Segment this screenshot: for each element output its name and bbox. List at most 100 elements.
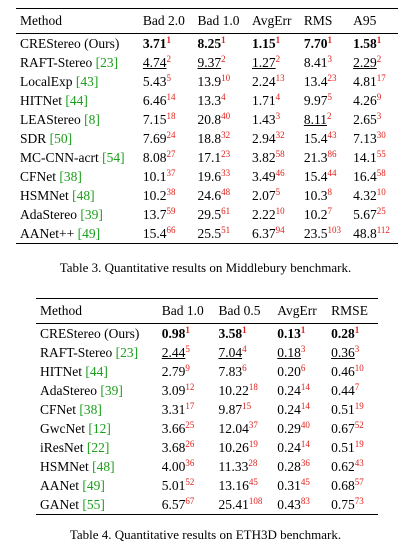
method-name: AANet [40,477,79,493]
rank: 12 [185,381,195,392]
value: 9.37 [197,54,222,70]
value: 25.5 [197,225,222,241]
value: 15.4 [303,168,328,184]
rank: 18 [248,381,258,392]
rank: 30 [376,129,386,140]
value-cell: 0.7573 [327,495,378,515]
value-cell: 2.2413 [248,72,300,91]
value-cell: 16.458 [349,167,398,186]
rank: 19 [354,400,364,411]
value: 0.62 [331,458,355,474]
method-cell: RAFT-Stereo [23] [36,343,158,362]
value-cell: 2.799 [158,362,215,381]
method-name: RAFT-Stereo [20,54,93,70]
table-row: AdaStereo [39] 13.759 29.561 2.2210 10.27 5.6… [16,205,398,224]
value: 0.28 [277,458,301,474]
value-cell: 1.272 [248,53,300,72]
rank: 48 [221,186,231,197]
value-cell: 8.0827 [139,148,194,167]
value: 29.5 [197,206,222,222]
value-cell: 2.292 [349,53,398,72]
value-cell: 15.443 [300,129,349,148]
value-cell: 4.0036 [158,457,215,476]
value-cell: 1.433 [248,110,300,129]
value-cell: 10.137 [139,167,194,186]
value: 4.26 [353,92,377,108]
rank: 2 [275,53,281,64]
rank: 25 [185,419,195,430]
rank: 5 [185,343,190,354]
rank: 36 [185,457,195,468]
method-cell: HITNet [44] [36,362,158,381]
rank: 3 [354,343,360,354]
value: 0.18 [277,344,301,360]
rank: 7 [327,205,332,216]
value: 3.71 [142,35,167,51]
value-cell: 3.6826 [158,438,215,457]
table-row: CFNet [38] 10.137 19.633 3.4946 15.444 16.458 [16,167,398,186]
table-head: Method Bad 2.0 Bad 1.0 AvgErr RMS A95 [16,9,398,34]
value: 0.68 [331,477,355,493]
caption: Table 4. Quantitative results on ETH3D b… [69,527,342,542]
value: 0.20 [277,363,301,379]
column-header: AvgErr [252,13,292,28]
rank: 1 [376,34,382,45]
value-cell: 8.112 [300,110,349,129]
rank: 43 [327,129,337,140]
value: 3.58 [218,325,243,341]
column-header: Bad 2.0 [142,13,185,28]
value: 1.71 [252,92,276,108]
value-cell: 0.981 [158,324,215,344]
rank: 13 [275,72,285,83]
column-header: AvgErr [277,303,317,318]
rank: 14 [300,438,310,449]
value-cell: 0.363 [327,343,378,362]
rank: 61 [221,205,231,216]
rank: 23 [221,148,231,159]
value-cell: 7.1330 [349,129,398,148]
value-cell: 0.2940 [273,419,327,438]
citation: [49] [77,225,101,241]
table-row: HSMNet [48] 4.0036 11.3328 0.2836 0.6243 [36,457,378,476]
value-cell: 0.2414 [273,400,327,419]
value: 15.4 [142,225,167,241]
table-row: iResNet [22] 3.6826 10.2619 0.2414 0.5119 [36,438,378,457]
value: 9.87 [218,401,243,417]
value: 2.22 [252,206,276,222]
method-cell: LocalExp [43] [16,72,139,91]
value-cell: 15.444 [300,167,349,186]
value: 0.75 [331,496,355,512]
value-cell: 0.2836 [273,457,327,476]
value-cell: 6.5767 [158,495,215,515]
value: 1.15 [252,35,276,51]
value: 10.3 [303,187,328,203]
table-row: AANet++ [49] 15.466 25.551 6.3794 23.5103 48.… [16,224,398,244]
value-cell: 5.0152 [158,476,215,495]
value-cell: 9.372 [193,53,248,72]
value-cell: 25.41108 [214,495,273,515]
method-cell: GwcNet [12] [36,419,158,438]
column-header: Bad 1.0 [197,13,240,28]
value-cell: 0.6857 [327,476,378,495]
column-header: Method [40,303,82,318]
value: 18.8 [197,130,222,146]
table-row: CFNet [38] 3.3117 9.8715 0.2414 0.5119 [36,400,378,419]
rank: 36 [300,457,310,468]
value: 3.82 [252,149,276,165]
header-row: Method Bad 1.0 Bad 0.5 AvgErr RMSE [36,299,378,324]
rank: 66 [166,224,176,235]
method-name: AANet++ [20,225,75,241]
method-name: HSMNet [20,187,69,203]
rank: 58 [275,148,285,159]
value: 10.2 [303,206,328,222]
rank: 10 [221,72,231,83]
value: 0.43 [277,496,301,512]
table-row: AdaStereo [39] 3.0912 10.2218 0.2414 0.447 [36,381,378,400]
citation: [8] [84,111,100,127]
table-body: CREStereo (Ours) 3.711 8.251 1.151 7.701 1.58… [16,34,398,244]
value: 13.9 [197,73,222,89]
rank: 43 [354,457,364,468]
value-cell: 7.044 [214,343,273,362]
value-cell: 3.3117 [158,400,215,419]
rank: 17 [185,400,195,411]
